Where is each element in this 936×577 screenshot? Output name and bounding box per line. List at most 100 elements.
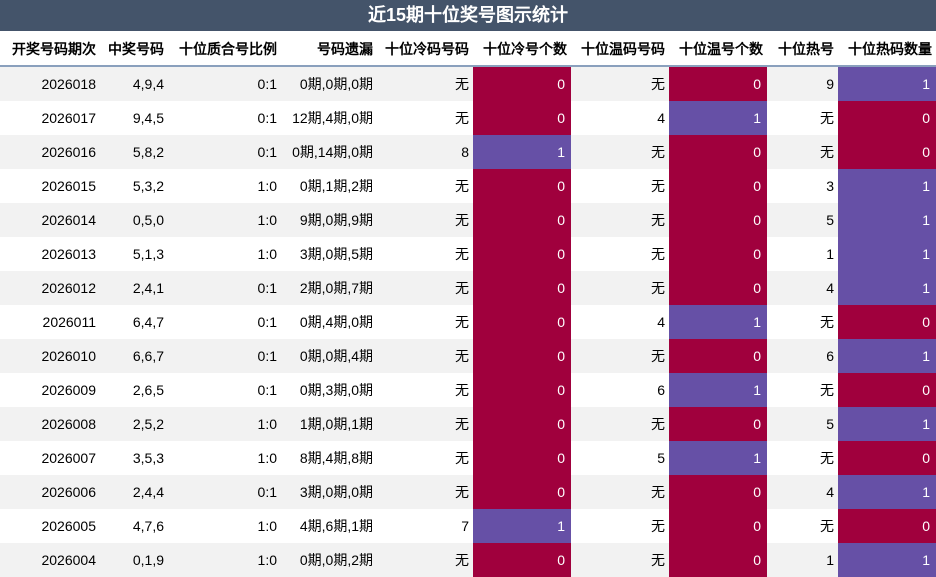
hot-count-cell: 0 xyxy=(838,135,936,169)
omission-cell: 0期,0期,4期 xyxy=(281,339,377,373)
omission-cell: 0期,0期,0期 xyxy=(281,66,377,101)
cold-number-cell: 无 xyxy=(377,441,473,475)
prime-composite-ratio-cell: 0:1 xyxy=(168,475,281,509)
warm-count-cell: 0 xyxy=(669,339,767,373)
draw-period-cell: 2026018 xyxy=(0,66,100,101)
table-body: 2026018 4,9,4 0:1 0期,0期,0期无 0 无 0 9 1 2026017 9,4,… xyxy=(0,66,936,577)
hot-number-cell: 6 xyxy=(767,339,838,373)
winning-number-cell: 9,4,5 xyxy=(100,101,168,135)
draw-period-cell: 2026014 xyxy=(0,203,100,237)
table-row: 2026010 6,6,7 0:1 0期,0期,4期无 0 无 0 6 1 xyxy=(0,339,936,373)
omission-cell: 2期,0期,7期 xyxy=(281,271,377,305)
cold-number-cell: 无 xyxy=(377,237,473,271)
hot-count-header: 十位热码数量 xyxy=(838,32,936,67)
warm-number-cell: 无 xyxy=(571,271,669,305)
warm-number-cell: 无 xyxy=(571,237,669,271)
warm-count-cell: 0 xyxy=(669,237,767,271)
winning-number-cell: 6,4,7 xyxy=(100,305,168,339)
omission-cell: 0期,3期,0期 xyxy=(281,373,377,407)
warm-count-cell: 0 xyxy=(669,475,767,509)
omission-header: 号码遗漏 xyxy=(281,32,377,67)
cold-count-cell: 0 xyxy=(473,66,571,101)
header-row: 开奖号码期次 中奖号码 十位质合号比例 号码遗漏 十位冷码号码 十位冷号个数 十位温码号码十… xyxy=(0,32,936,67)
omission-cell: 3期,0期,5期 xyxy=(281,237,377,271)
cold-number-cell: 7 xyxy=(377,509,473,543)
cold-number-cell: 无 xyxy=(377,169,473,203)
warm-number-cell: 无 xyxy=(571,169,669,203)
table-row: 2026013 5,1,3 1:0 3期,0期,5期无 0 无 0 1 1 xyxy=(0,237,936,271)
hot-number-cell: 5 xyxy=(767,407,838,441)
prime-composite-ratio-cell: 1:0 xyxy=(168,407,281,441)
prime-composite-ratio-cell: 0:1 xyxy=(168,305,281,339)
hot-number-cell: 4 xyxy=(767,271,838,305)
cold-count-cell: 0 xyxy=(473,543,571,577)
table-row: 2026004 0,1,9 1:0 0期,0期,2期无 0 无 0 1 1 xyxy=(0,543,936,577)
prime-composite-ratio-header: 十位质合号比例 xyxy=(168,32,281,67)
winning-number-cell: 4,7,6 xyxy=(100,509,168,543)
warm-number-cell: 无 xyxy=(571,339,669,373)
hot-number-cell: 无 xyxy=(767,373,838,407)
omission-cell: 3期,0期,0期 xyxy=(281,475,377,509)
omission-cell: 1期,0期,1期 xyxy=(281,407,377,441)
cold-count-cell: 1 xyxy=(473,135,571,169)
draw-period-header: 开奖号码期次 xyxy=(0,32,100,67)
warm-number-cell: 4 xyxy=(571,305,669,339)
draw-period-cell: 2026006 xyxy=(0,475,100,509)
hot-number-cell: 4 xyxy=(767,475,838,509)
warm-number-cell: 无 xyxy=(571,66,669,101)
warm-number-header: 十位温码号码 xyxy=(571,32,669,67)
table-row: 2026017 9,4,5 0:1 12期,4期,0期无 0 4 1 无 0 xyxy=(0,101,936,135)
warm-count-cell: 0 xyxy=(669,509,767,543)
cold-number-cell: 无 xyxy=(377,66,473,101)
hot-count-cell: 1 xyxy=(838,66,936,101)
omission-cell: 0期,1期,2期 xyxy=(281,169,377,203)
prime-composite-ratio-cell: 1:0 xyxy=(168,543,281,577)
omission-cell: 0期,0期,2期 xyxy=(281,543,377,577)
hot-number-cell: 3 xyxy=(767,169,838,203)
warm-number-cell: 5 xyxy=(571,441,669,475)
winning-number-cell: 2,6,5 xyxy=(100,373,168,407)
prime-composite-ratio-cell: 1:0 xyxy=(168,203,281,237)
prime-composite-ratio-cell: 0:1 xyxy=(168,101,281,135)
warm-number-cell: 无 xyxy=(571,135,669,169)
cold-count-cell: 0 xyxy=(473,271,571,305)
cold-count-cell: 0 xyxy=(473,339,571,373)
omission-cell: 9期,0期,9期 xyxy=(281,203,377,237)
draw-period-cell: 2026016 xyxy=(0,135,100,169)
page-title: 近15期十位奖号图示统计 xyxy=(0,0,936,32)
table-row: 2026014 0,5,0 1:0 9期,0期,9期无 0 无 0 5 1 xyxy=(0,203,936,237)
winning-number-cell: 5,1,3 xyxy=(100,237,168,271)
warm-count-cell: 0 xyxy=(669,543,767,577)
warm-count-cell: 0 xyxy=(669,135,767,169)
cold-number-cell: 无 xyxy=(377,475,473,509)
cold-number-cell: 无 xyxy=(377,305,473,339)
warm-number-cell: 无 xyxy=(571,543,669,577)
winning-number-cell: 0,1,9 xyxy=(100,543,168,577)
prime-composite-ratio-cell: 1:0 xyxy=(168,169,281,203)
cold-count-cell: 0 xyxy=(473,101,571,135)
cold-number-cell: 无 xyxy=(377,271,473,305)
prime-composite-ratio-cell: 0:1 xyxy=(168,271,281,305)
hot-number-cell: 9 xyxy=(767,66,838,101)
hot-number-cell: 无 xyxy=(767,305,838,339)
warm-number-cell: 无 xyxy=(571,203,669,237)
cold-count-cell: 0 xyxy=(473,475,571,509)
draw-period-cell: 2026009 xyxy=(0,373,100,407)
cold-count-cell: 0 xyxy=(473,441,571,475)
winning-number-cell: 5,8,2 xyxy=(100,135,168,169)
cold-count-cell: 0 xyxy=(473,203,571,237)
cold-number-cell: 无 xyxy=(377,373,473,407)
hot-count-cell: 0 xyxy=(838,441,936,475)
draw-period-cell: 2026015 xyxy=(0,169,100,203)
cold-count-cell: 1 xyxy=(473,509,571,543)
table-row: 2026008 2,5,2 1:0 1期,0期,1期无 0 无 0 5 1 xyxy=(0,407,936,441)
cold-number-cell: 无 xyxy=(377,101,473,135)
hot-number-cell: 无 xyxy=(767,101,838,135)
warm-count-cell: 0 xyxy=(669,407,767,441)
prime-composite-ratio-cell: 1:0 xyxy=(168,237,281,271)
hot-count-cell: 0 xyxy=(838,373,936,407)
draw-period-cell: 2026008 xyxy=(0,407,100,441)
winning-number-cell: 3,5,3 xyxy=(100,441,168,475)
stats-table: 开奖号码期次 中奖号码 十位质合号比例 号码遗漏 十位冷码号码 十位冷号个数 十位温码号码十… xyxy=(0,32,936,577)
warm-count-cell: 0 xyxy=(669,169,767,203)
